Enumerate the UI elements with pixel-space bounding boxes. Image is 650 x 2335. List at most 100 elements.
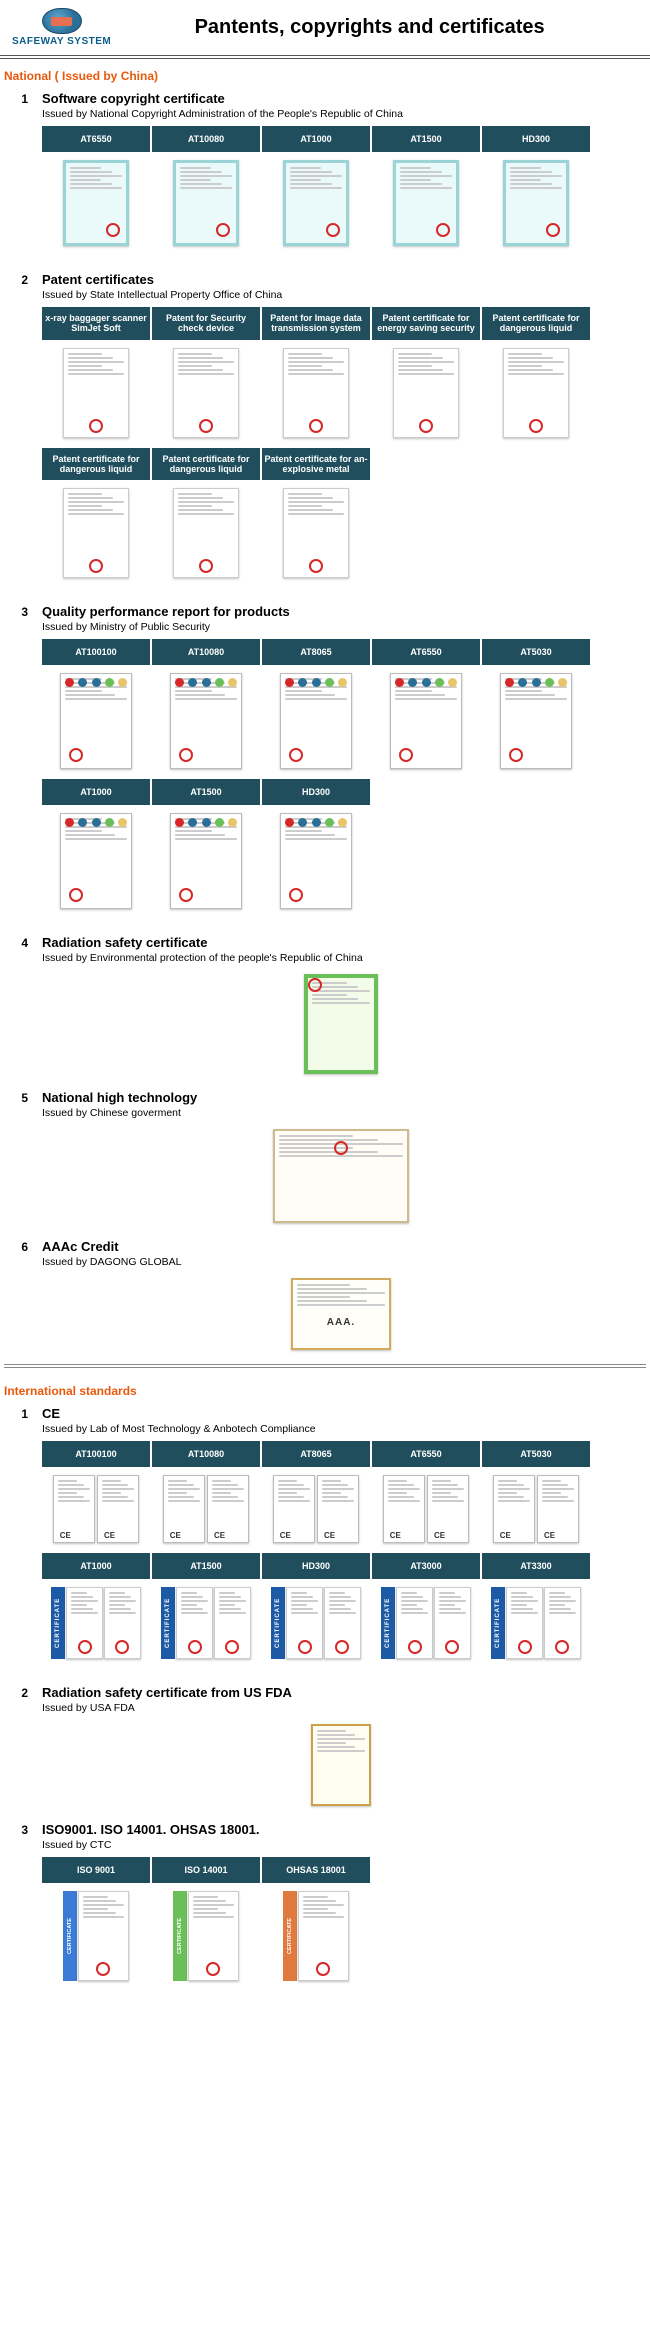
stamp-icon xyxy=(206,1962,220,1976)
certificate-pair: CERTIFICATE xyxy=(173,1891,240,1981)
certificate-slot xyxy=(482,669,590,769)
certificate-thumbnail xyxy=(283,348,349,438)
tab-row: AT100100AT10080AT8065AT6550AT5030 xyxy=(42,639,640,665)
certificate-thumbnail: CE xyxy=(493,1475,535,1543)
certificate-slot xyxy=(262,344,370,438)
certificate-thumbnail xyxy=(311,1724,371,1806)
subsection-number: 5 xyxy=(10,1091,28,1105)
certificate-thumbnail xyxy=(324,1587,361,1659)
tab-cell: Patent certificate for an-explosive meta… xyxy=(262,448,370,481)
tab-cell: AT6550 xyxy=(372,639,480,665)
tab-cell: AT100100 xyxy=(42,639,150,665)
ce-mark: CE xyxy=(500,1531,511,1540)
subsection-title: National high technology xyxy=(42,1090,197,1105)
certificate-slot xyxy=(42,970,640,1074)
certificate-thumbnail xyxy=(393,348,459,438)
subsection-number: 3 xyxy=(10,605,28,619)
stamp-icon xyxy=(225,1640,239,1654)
certificate-slot: CERTIFICATE xyxy=(42,1583,150,1659)
tab-cell: AT5030 xyxy=(482,639,590,665)
certificate-thumbnail xyxy=(170,813,242,909)
subsection-number: 3 xyxy=(10,1823,28,1837)
certificate-slot xyxy=(262,809,370,909)
certificate-thumbnail xyxy=(390,673,462,769)
certificate-slot xyxy=(262,669,370,769)
section-heading: International standards xyxy=(0,1374,650,1402)
certificate-thumbnail: CE xyxy=(427,1475,469,1543)
ce-mark: CE xyxy=(390,1531,401,1540)
certificate-slot: CERTIFICATE xyxy=(482,1583,590,1659)
issued-by-text: Issued by Environmental protection of th… xyxy=(42,952,640,964)
content-root: National ( Issued by China)1Software cop… xyxy=(0,59,650,2003)
certificate-pair: CERTIFICATE xyxy=(381,1587,471,1659)
certificate-thumbnail xyxy=(173,348,239,438)
certificate-thumbnail xyxy=(500,673,572,769)
issued-by-text: Issued by CTC xyxy=(42,1839,640,1851)
tab-cell: Patent certificate for dangerous liquid xyxy=(152,448,260,481)
certificate-thumbnail: CE xyxy=(317,1475,359,1543)
stamp-icon xyxy=(199,559,213,573)
stamp-icon xyxy=(529,419,543,433)
certificate-slot xyxy=(42,156,150,246)
tab-cell: OHSAS 18001 xyxy=(262,1857,370,1883)
issued-by-text: Issued by USA FDA xyxy=(42,1702,640,1714)
certificate-thumbnail xyxy=(298,1891,350,1981)
certificate-side-label: CERTIFICATE xyxy=(491,1587,505,1659)
certificate-thumbnail xyxy=(544,1587,581,1659)
subsection-title: CE xyxy=(42,1406,60,1421)
stamp-icon xyxy=(188,1640,202,1654)
certificate-row xyxy=(42,344,640,438)
certificate-slot: CE CE xyxy=(372,1471,480,1543)
certificate-pair: CERTIFICATE xyxy=(283,1891,350,1981)
certificate-row xyxy=(42,156,640,246)
certificate-thumbnail xyxy=(78,1891,130,1981)
certificate-side-label: CERTIFICATE xyxy=(173,1891,187,1981)
certificate-slot: CECE xyxy=(152,1471,260,1543)
tab-cell: Patent certificate for energy saving sec… xyxy=(372,307,480,340)
certificate-slot: CECE xyxy=(262,1471,370,1543)
tab-cell: AT6550 xyxy=(372,1441,480,1467)
subsection-block: 3Quality performance report for products… xyxy=(0,600,650,931)
certificate-slot xyxy=(482,156,590,246)
stamp-icon xyxy=(199,419,213,433)
brand-name: SAFEWAY SYSTEM xyxy=(12,36,111,47)
tab-cell: HD300 xyxy=(482,126,590,152)
ce-mark: CE xyxy=(104,1531,115,1540)
tab-cell: Patent for Image data transmission syste… xyxy=(262,307,370,340)
certificate-slot xyxy=(42,809,150,909)
stamp-icon xyxy=(115,1640,129,1654)
tab-cell: AT6550 xyxy=(42,126,150,152)
subsection-block: 2Patent certificatesIssued by State Inte… xyxy=(0,268,650,600)
certificate-pair: CERTIFICATE xyxy=(63,1891,130,1981)
certificate-thumbnail xyxy=(286,1587,323,1659)
certificate-side-label: CERTIFICATE xyxy=(161,1587,175,1659)
certificate-pair: CECE xyxy=(273,1475,359,1543)
certificate-slot xyxy=(152,669,260,769)
certificate-pair: CE CE xyxy=(383,1475,469,1543)
certificate-thumbnail xyxy=(273,1129,409,1223)
tab-row: AT1000AT1500HD300 xyxy=(42,779,640,805)
certificate-slot: AAA. xyxy=(42,1274,640,1350)
certificate-pair: CECE xyxy=(53,1475,139,1543)
certificate-thumbnail: AAA. xyxy=(291,1278,391,1350)
subsection-title: ISO9001. ISO 14001. OHSAS 18001. xyxy=(42,1822,260,1837)
certificate-thumbnail xyxy=(280,813,352,909)
brand-logo: SAFEWAY SYSTEM xyxy=(12,8,111,47)
issued-by-text: Issued by Lab of Most Technology & Anbot… xyxy=(42,1423,640,1435)
tab-cell: Patent certificate for dangerous liquid xyxy=(482,307,590,340)
certificate-thumbnail xyxy=(170,673,242,769)
certificate-slot: CERTIFICATE xyxy=(262,1583,370,1659)
certificate-thumbnail xyxy=(304,974,378,1074)
certificate-thumbnail xyxy=(60,813,132,909)
certificate-thumbnail xyxy=(214,1587,251,1659)
tab-row: ISO 9001ISO 14001OHSAS 18001 xyxy=(42,1857,640,1883)
tab-cell: AT1500 xyxy=(152,779,260,805)
single-certificate: AAA. xyxy=(42,1274,640,1350)
tab-cell: AT3300 xyxy=(482,1553,590,1579)
certificate-thumbnail: CE xyxy=(163,1475,205,1543)
certificate-thumbnail xyxy=(393,160,459,246)
subsection-title: Patent certificates xyxy=(42,272,154,287)
stamp-icon xyxy=(78,1640,92,1654)
stamp-icon xyxy=(309,419,323,433)
tab-cell: AT1500 xyxy=(152,1553,260,1579)
